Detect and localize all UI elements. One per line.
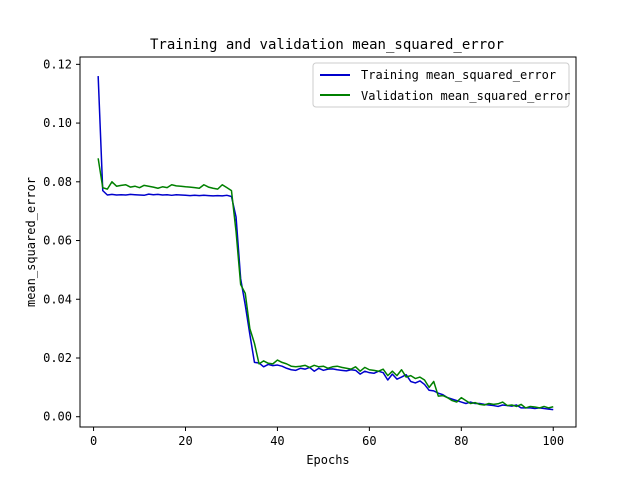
y-tick-label: 0.10 (43, 116, 72, 130)
y-tick-label: 0.02 (43, 351, 72, 365)
x-tick-label: 0 (90, 434, 97, 448)
x-tick-label: 100 (542, 434, 564, 448)
y-tick-label: 0.00 (43, 410, 72, 424)
y-tick-label: 0.04 (43, 292, 72, 306)
y-tick-label: 0.06 (43, 234, 72, 248)
legend: Training mean_squared_error Validation m… (312, 62, 571, 108)
legend-frame (312, 62, 570, 108)
plot-area-frame (79, 56, 577, 428)
y-axis-label: mean_squared_error (24, 177, 38, 307)
y-tick-label: 0.08 (43, 175, 72, 189)
x-tick-label: 20 (178, 434, 192, 448)
chart-title: Training and validation mean_squared_err… (150, 37, 504, 53)
x-tick-label: 40 (270, 434, 284, 448)
x-tick-label: 60 (362, 434, 376, 448)
series-line-validation (97, 158, 554, 409)
x-axis-label: Epochs (306, 453, 349, 467)
series-layer (97, 76, 554, 411)
y-tick-label: 0.12 (43, 57, 72, 71)
legend-label-validation: Validation mean_squared_error (361, 89, 571, 103)
y-axis-ticks: 0.00 0.02 0.04 0.06 0.08 0.10 0.12 (43, 57, 80, 424)
x-axis-ticks: 0 20 40 60 80 100 (90, 427, 564, 448)
legend-label-training: Training mean_squared_error (361, 68, 556, 82)
x-tick-label: 80 (454, 434, 468, 448)
